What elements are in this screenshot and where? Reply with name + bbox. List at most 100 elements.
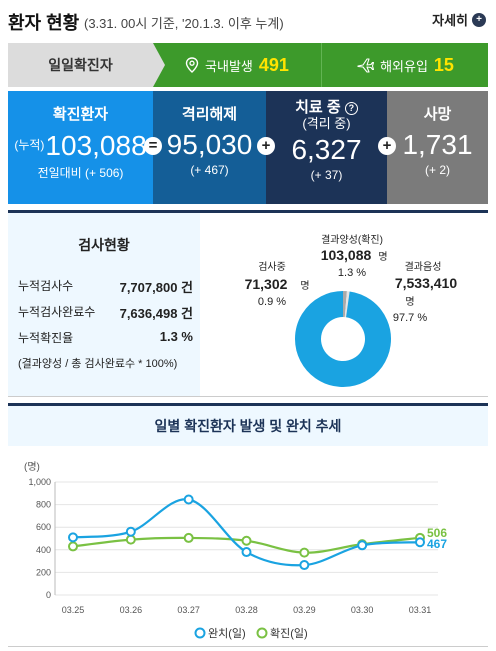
overseas-value: 15 (433, 54, 454, 75)
data-point[interactable] (183, 532, 194, 543)
end-value-label: 506 (427, 526, 447, 540)
released-title: 격리해제 (181, 106, 238, 123)
deaths-diff: (+ 2) (424, 163, 450, 177)
more-link[interactable]: 자세히 + (432, 10, 486, 29)
test-row: 누적확진율 1.3 % (18, 329, 193, 346)
x-tick-label: 03.30 (351, 605, 374, 615)
confirmed-prefix: (누적) (14, 138, 45, 152)
test-title: 검사현황 (78, 237, 130, 253)
more-label: 자세히 (432, 13, 468, 28)
donut-negative-pct: 97.7 % (393, 312, 427, 324)
treating-sub: (격리 중) (302, 116, 351, 131)
domestic-value: 491 (258, 54, 289, 75)
test-summary-panel: 검사현황 누적검사수 7,707,800 건 누적검사완료수 7,636,498… (8, 213, 200, 396)
test-row: 누적검사완료수 7,636,498 건 (18, 303, 193, 322)
y-tick-label: 600 (36, 522, 51, 532)
data-point[interactable] (68, 532, 78, 543)
data-point[interactable] (415, 537, 425, 548)
x-tick-label: 03.25 (62, 605, 85, 615)
overseas-label: 해외유입 (380, 58, 428, 74)
stat-boxes: 확진환자 (누적)103,088 전일대비 (+ 506) 격리해제 95,03… (8, 91, 488, 204)
y-tick-label: 1,000 (28, 477, 51, 487)
domestic-cases: 국내발생 491 (153, 43, 321, 87)
test-donut-area: 결과양성(확진) 103,088 명 1.3 % 검사중 71,302 명 0.… (200, 213, 488, 396)
plus-icon: + (378, 137, 396, 155)
data-point[interactable] (299, 547, 310, 558)
y-tick-label: 800 (36, 500, 51, 510)
confirmed-value: 103,088 (45, 130, 147, 161)
deaths-value: 1,731 (402, 129, 473, 160)
data-point[interactable] (357, 540, 368, 551)
donut-testing-unit: 명 (300, 280, 309, 292)
test-row-value: 1.3 % (159, 329, 193, 344)
donut-positive-label: 결과양성(확진) (321, 234, 383, 246)
donut-positive-pct: 1.3 % (338, 267, 366, 279)
page-title: 환자 현황 (8, 13, 80, 33)
test-row: 누적검사수 7,707,800 건 (18, 277, 193, 296)
location-pin-icon (185, 57, 199, 73)
x-tick-label: 03.28 (235, 605, 258, 615)
confirmed-box: 확진환자 (누적)103,088 전일대비 (+ 506) (8, 91, 153, 204)
daily-confirmed-label: 일일확진자 (8, 43, 165, 87)
donut-negative-unit: 명 (405, 296, 414, 308)
data-point[interactable] (183, 494, 194, 505)
y-axis-unit-label: (명) (24, 461, 40, 473)
y-tick-label: 400 (36, 545, 51, 555)
test-row-value: 7,707,800 건 (119, 280, 193, 295)
test-row-label: 누적검사완료수 (18, 305, 96, 319)
y-tick-label: 200 (36, 567, 51, 577)
test-row-value: 7,636,498 건 (119, 306, 193, 321)
deaths-box: 사망 1,731 (+ 2) (387, 91, 488, 204)
released-value: 95,030 (166, 129, 253, 160)
treating-title-line: 치료 중 ? (266, 99, 387, 116)
donut-positive-unit: 명 (378, 251, 387, 263)
confirmed-diff: 전일대비 (+ 506) (37, 166, 124, 180)
test-row-label: 누적검사수 (18, 279, 74, 293)
equals-icon: = (144, 137, 162, 155)
test-status-section: 검사현황 누적검사수 7,707,800 건 누적검사완료수 7,636,498… (8, 210, 488, 397)
deaths-title: 사망 (423, 106, 452, 123)
x-tick-label: 03.26 (120, 605, 143, 615)
treating-diff: (+ 37) (310, 168, 343, 182)
x-tick-label: 03.27 (177, 605, 200, 615)
donut-testing-label: 검사중 (258, 261, 286, 273)
data-point[interactable] (241, 547, 252, 558)
test-note: (결과양성 / 총 검사완료수 * 100%) (18, 358, 178, 370)
help-icon[interactable]: ? (344, 102, 358, 115)
legend-marker[interactable] (256, 627, 268, 639)
trend-title: 일별 확진환자 발생 및 완치 추세 (8, 406, 488, 446)
domestic-label: 국내발생 (205, 58, 253, 74)
treating-value: 6,327 (291, 134, 362, 165)
x-tick-label: 03.29 (293, 605, 316, 615)
legend-marker[interactable] (194, 627, 206, 639)
data-point[interactable] (68, 541, 78, 552)
data-point[interactable] (241, 535, 252, 546)
data-point[interactable] (299, 560, 310, 571)
donut-testing-value: 71,302 (245, 276, 288, 292)
airplane-icon (357, 58, 375, 73)
test-row-label: 누적확진율 (18, 331, 74, 345)
treating-box: 치료 중 ? (격리 중) 6,327 (+ 37) (266, 91, 387, 204)
end-value-label: 467 (427, 537, 447, 551)
x-tick-label: 03.31 (409, 605, 432, 615)
donut-slice-negative (295, 291, 391, 387)
plus-icon: + (257, 137, 275, 155)
released-box: 격리해제 95,030 (+ 467) (153, 91, 266, 204)
page-subtitle: (3.31. 00시 기준, '20.1.3. 이후 누계) (84, 16, 284, 31)
y-tick-label: 0 (46, 590, 51, 600)
plus-circle-icon: + (472, 12, 486, 27)
donut-negative-label: 결과음성 (405, 261, 442, 273)
legend-label[interactable]: 확진(일) (270, 626, 308, 640)
legend-label[interactable]: 완치(일) (208, 626, 246, 640)
daily-confirmed-row: 일일확진자 국내발생 491 해외유입 15 (8, 43, 488, 87)
trend-section: 일별 확진환자 발생 및 완치 추세 (명) 0 200 400 600 800 1,000… (8, 403, 488, 647)
donut-negative-value: 7,533,410 (395, 275, 457, 291)
page-header: 환자 현황 (3.31. 00시 기준, '20.1.3. 이후 누계) 자세히… (0, 0, 496, 38)
data-point[interactable] (125, 534, 136, 545)
trend-line-chart: (명) 0 200 400 600 800 1,000 03.25 03.26 03.27 03.2… (24, 461, 447, 640)
data-point[interactable] (125, 526, 136, 537)
overseas-cases: 해외유입 15 (321, 43, 488, 87)
released-diff: (+ 467) (190, 163, 229, 177)
donut-testing-pct: 0.9 % (258, 296, 286, 308)
donut-positive-value: 103,088 (321, 247, 372, 263)
